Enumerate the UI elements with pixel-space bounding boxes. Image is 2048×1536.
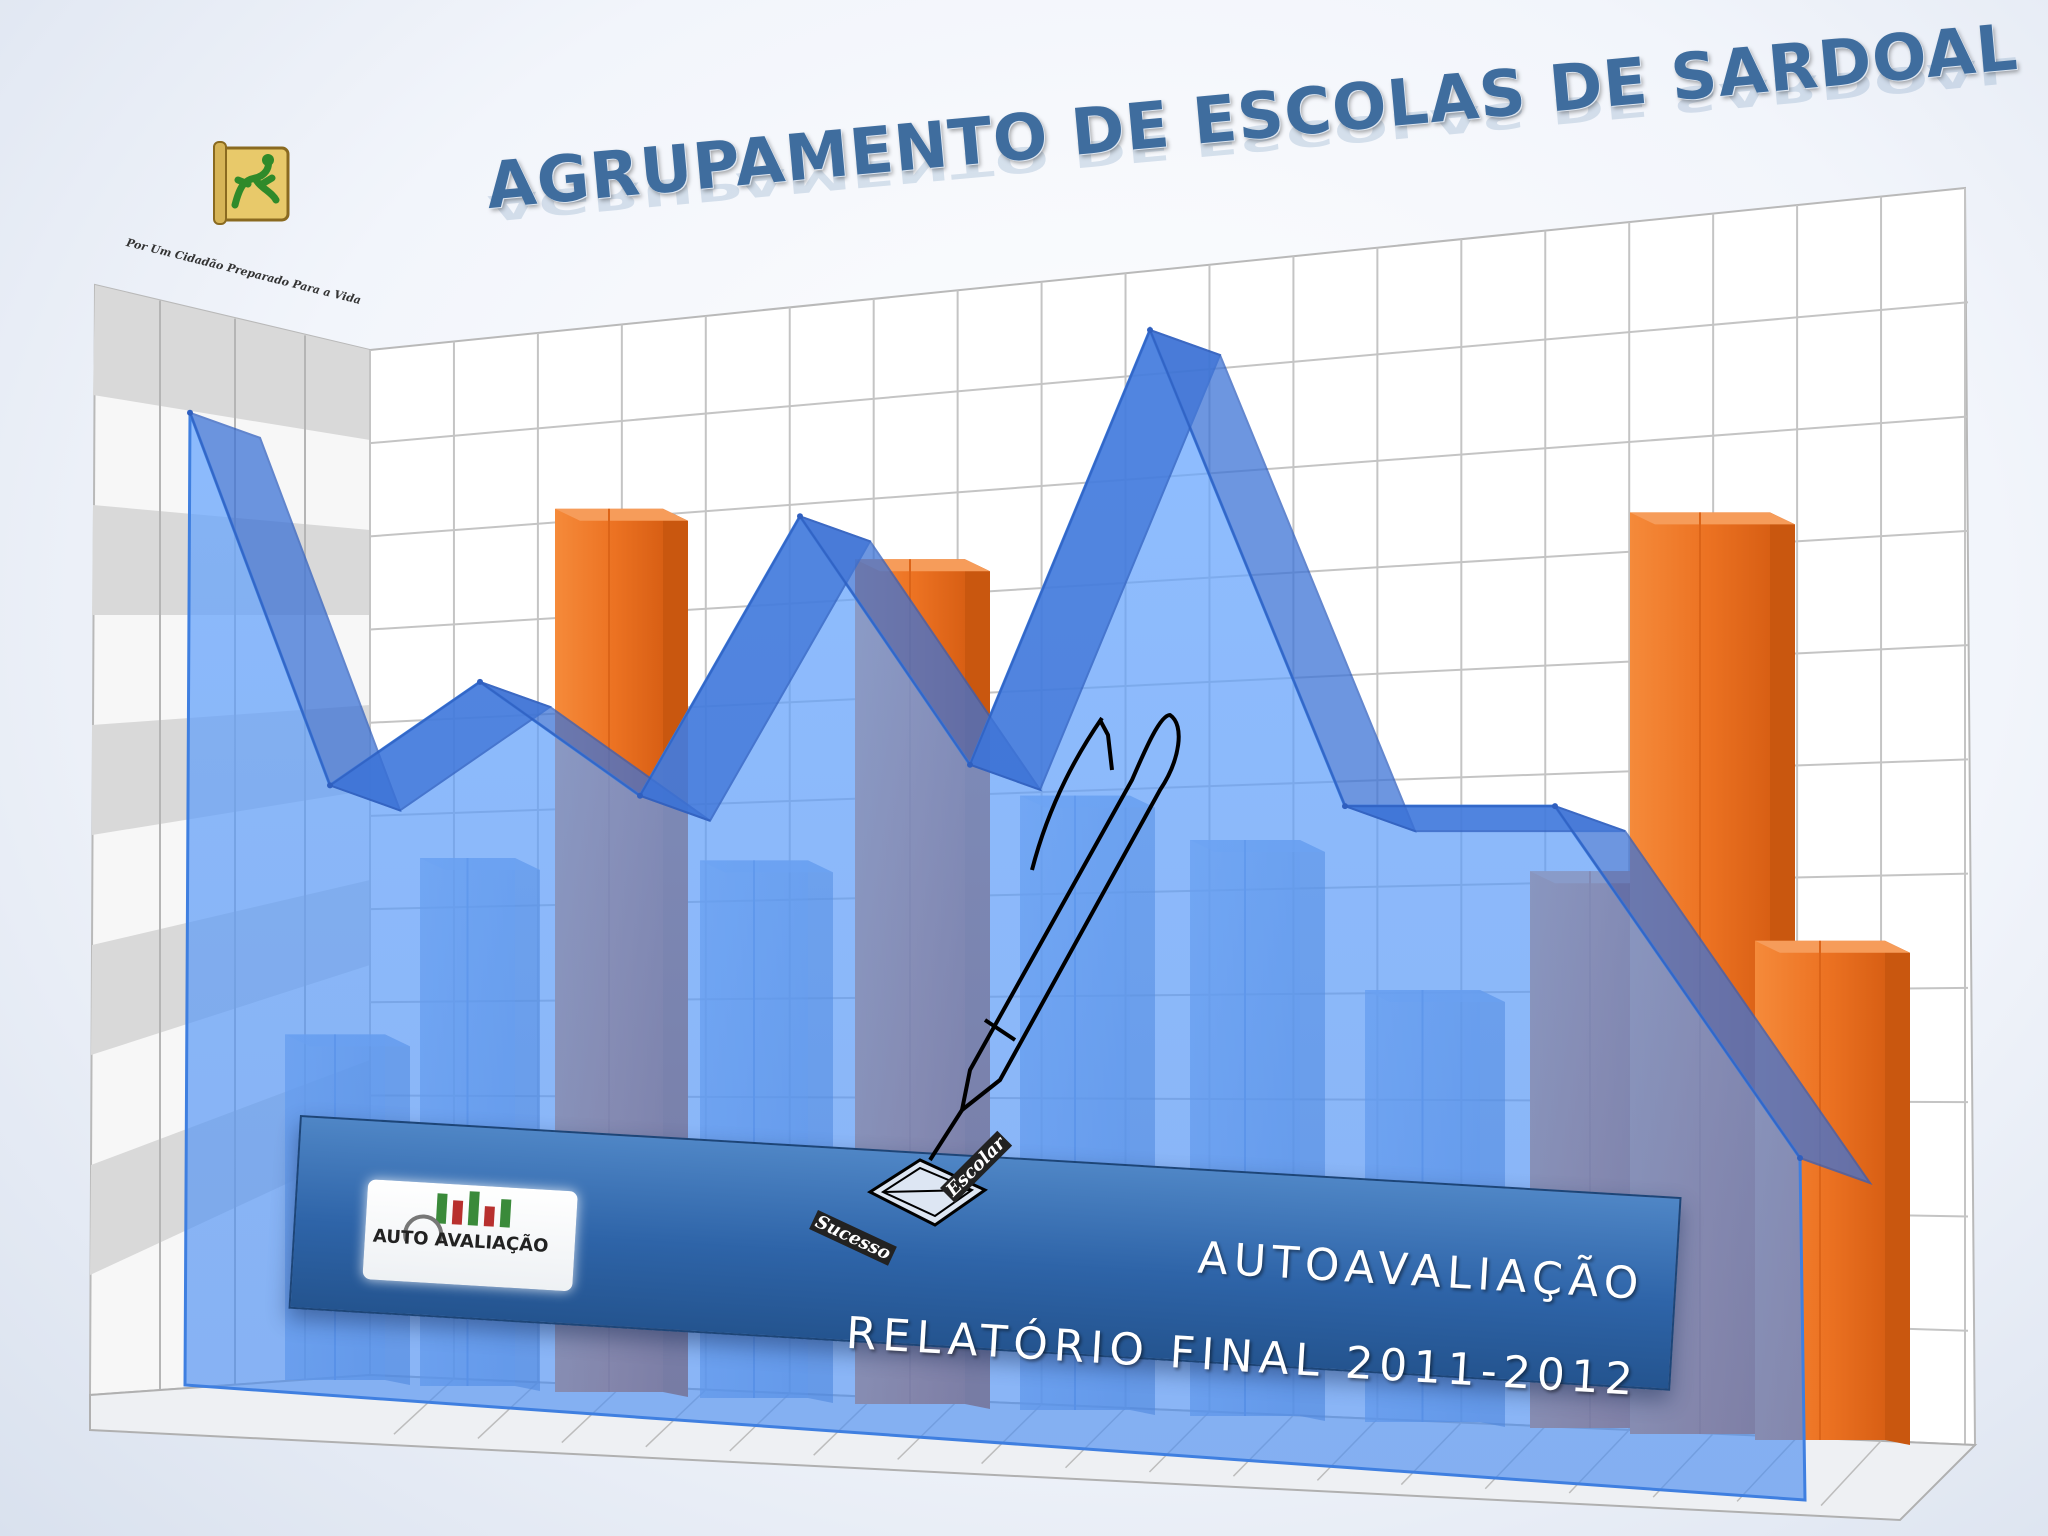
area-point [797, 513, 803, 520]
mini-bar-chart-icon [403, 1191, 512, 1252]
banner: AUTO AVALIAÇÃO AUTOAVALIAÇÃO [288, 1115, 1682, 1391]
area-point [327, 782, 333, 789]
auto-avaliacao-logo: AUTO AVALIAÇÃO [362, 1179, 578, 1292]
area-point [187, 409, 193, 416]
bar-top [1630, 512, 1795, 525]
school-logo [210, 140, 300, 234]
area-point [1797, 1155, 1803, 1161]
area-point [1342, 803, 1348, 810]
floor-gridline [1820, 1440, 1882, 1507]
area-ribbon-segment [1552, 804, 1873, 1185]
bar-side [1885, 940, 1910, 1445]
area-point [477, 678, 483, 685]
area-point [1552, 803, 1558, 810]
bar-top [555, 508, 688, 521]
area-point [637, 792, 643, 799]
bar-top [1755, 940, 1910, 953]
area-point [967, 761, 973, 768]
area-point [1147, 327, 1153, 333]
lizard-icon [213, 141, 290, 225]
